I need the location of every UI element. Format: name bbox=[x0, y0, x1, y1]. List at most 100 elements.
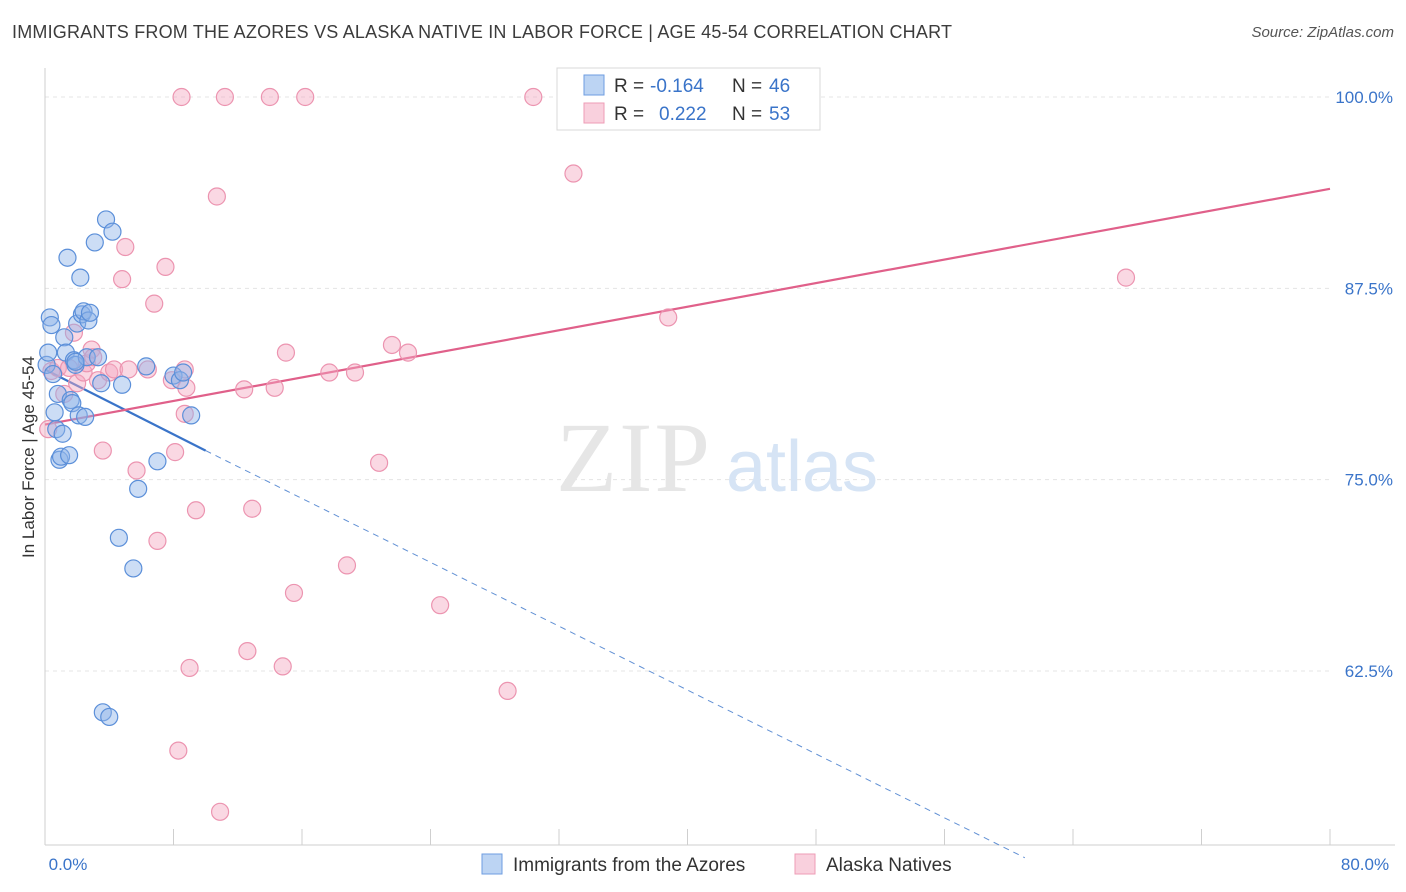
alaska-point-50 bbox=[431, 596, 450, 615]
alaska-point-53 bbox=[564, 164, 583, 183]
trend-line-azores-extension bbox=[205, 450, 1026, 859]
alaska-point-51 bbox=[498, 681, 517, 700]
azores-point-13 bbox=[58, 248, 77, 267]
alaska-point-24 bbox=[166, 443, 185, 462]
bottom-legend-swatch-alaska[interactable] bbox=[794, 853, 816, 875]
alaska-point-36 bbox=[238, 642, 257, 661]
alaska-point-47 bbox=[370, 453, 389, 472]
alaska-point-48 bbox=[382, 335, 402, 355]
alaska-point-49 bbox=[398, 343, 418, 362]
alaska-point-10 bbox=[84, 348, 103, 367]
azores-point-36 bbox=[112, 375, 132, 394]
legend-swatch-alaska bbox=[583, 102, 605, 124]
alaska-point-28 bbox=[172, 87, 191, 107]
azores-point-24 bbox=[76, 407, 95, 427]
watermark-atlas: atlas bbox=[726, 427, 878, 507]
azores-point-43 bbox=[174, 363, 193, 382]
legend-n-value-azores: 46 bbox=[769, 76, 790, 97]
x-tick-label-min: 0.0% bbox=[49, 855, 88, 874]
azores-point-38 bbox=[129, 479, 148, 498]
alaska-point-37 bbox=[243, 499, 262, 518]
azores-point-4 bbox=[43, 364, 63, 384]
azores-point-1 bbox=[39, 343, 58, 362]
azores-point-45 bbox=[66, 352, 85, 371]
alaska-point-52 bbox=[524, 87, 543, 107]
watermark-zip: ZIP bbox=[556, 402, 712, 513]
azores-point-31 bbox=[93, 703, 112, 722]
alaska-point-22 bbox=[156, 257, 175, 277]
azores-point-33 bbox=[100, 707, 119, 727]
alaska-point-15 bbox=[112, 270, 132, 289]
trend-lines bbox=[44, 187, 1331, 859]
alaska-point-45 bbox=[337, 556, 357, 575]
alaska-point-12 bbox=[93, 441, 112, 460]
alaska-point-38 bbox=[260, 87, 279, 107]
alaska-point-39 bbox=[265, 378, 284, 397]
legend-r-value-alaska: 0.222 bbox=[659, 104, 707, 125]
azores-point-2 bbox=[40, 308, 59, 327]
source-label: Source: ZipAtlas.com bbox=[1251, 24, 1394, 41]
y-tick-labels: 62.5% 75.0% 87.5% 100.0% bbox=[1335, 88, 1393, 681]
bottom-legend-swatch-azores[interactable] bbox=[481, 853, 503, 875]
azores-point-28 bbox=[85, 233, 104, 252]
azores-point-29 bbox=[88, 348, 108, 367]
trend-line-alaska bbox=[44, 187, 1331, 426]
azores-point-15 bbox=[61, 390, 80, 410]
alaska-point-31 bbox=[186, 501, 206, 520]
legend-r-label-azores: R = bbox=[614, 76, 644, 97]
alaska-point-40 bbox=[273, 657, 292, 676]
azores-point-8 bbox=[50, 450, 69, 469]
stats-legend: R = -0.164 N = 46 R = 0.222 N = 53 bbox=[556, 67, 821, 131]
azores-point-37 bbox=[124, 559, 143, 578]
alaska-point-21 bbox=[148, 531, 167, 550]
axes bbox=[44, 68, 1395, 846]
azores-point-11 bbox=[55, 328, 74, 347]
alaska-point-44 bbox=[320, 363, 339, 382]
alaska-point-41 bbox=[276, 343, 296, 362]
alaska-point-46 bbox=[345, 363, 365, 382]
legend-n-label-azores: N = bbox=[732, 76, 762, 97]
alaska-point-17 bbox=[119, 360, 138, 379]
alaska-point-14 bbox=[104, 360, 124, 379]
alaska-point-18 bbox=[127, 461, 146, 480]
alaska-point-27 bbox=[169, 741, 188, 760]
alaska-point-42 bbox=[284, 583, 304, 603]
series-alaska-natives bbox=[39, 87, 1136, 821]
alaska-point-54 bbox=[659, 308, 678, 327]
azores-point-35 bbox=[109, 528, 128, 547]
bottom-legend-label-azores[interactable]: Immigrants from the Azores bbox=[513, 855, 745, 876]
alaska-point-16 bbox=[116, 237, 135, 257]
azores-point-26 bbox=[79, 311, 98, 330]
x-tick-label-max: 80.0% bbox=[1341, 855, 1389, 874]
azores-point-40 bbox=[148, 452, 167, 471]
azores-point-10 bbox=[53, 424, 72, 443]
alaska-point-35 bbox=[235, 380, 254, 399]
azores-point-44 bbox=[182, 406, 201, 425]
legend-n-value-alaska: 53 bbox=[769, 104, 790, 125]
azores-point-3 bbox=[42, 315, 61, 335]
azores-point-27 bbox=[80, 303, 100, 322]
alaska-point-29 bbox=[180, 658, 199, 678]
azores-point-20 bbox=[69, 406, 88, 425]
y-tick-label-2: 87.5% bbox=[1345, 279, 1393, 298]
azores-point-23 bbox=[74, 302, 93, 321]
azores-point-21 bbox=[71, 268, 90, 287]
alaska-point-34 bbox=[215, 87, 234, 107]
alaska-point-25 bbox=[175, 360, 194, 379]
azores-point-34 bbox=[103, 222, 122, 241]
azores-point-5 bbox=[45, 403, 64, 422]
legend-swatch-azores bbox=[583, 74, 605, 96]
alaska-point-19 bbox=[138, 360, 157, 379]
chart-title: IMMIGRANTS FROM THE AZORES VS ALASKA NAT… bbox=[12, 22, 953, 42]
alaska-point-6 bbox=[68, 374, 87, 393]
alaska-point-32 bbox=[207, 187, 226, 206]
alaska-point-20 bbox=[145, 294, 164, 313]
azores-point-14 bbox=[59, 446, 79, 465]
alaska-point-43 bbox=[296, 87, 315, 107]
bottom-legend-label-alaska[interactable]: Alaska Natives bbox=[826, 855, 952, 876]
azores-point-6 bbox=[47, 420, 66, 439]
y-tick-label-1: 75.0% bbox=[1345, 471, 1393, 490]
azores-point-30 bbox=[92, 374, 111, 393]
legend-n-label-alaska: N = bbox=[732, 104, 762, 125]
